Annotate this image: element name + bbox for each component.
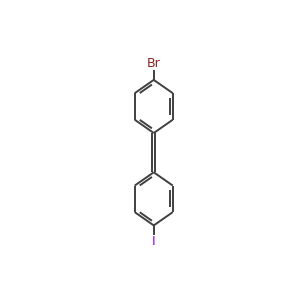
Text: Br: Br [147,57,160,70]
Text: I: I [152,235,156,248]
